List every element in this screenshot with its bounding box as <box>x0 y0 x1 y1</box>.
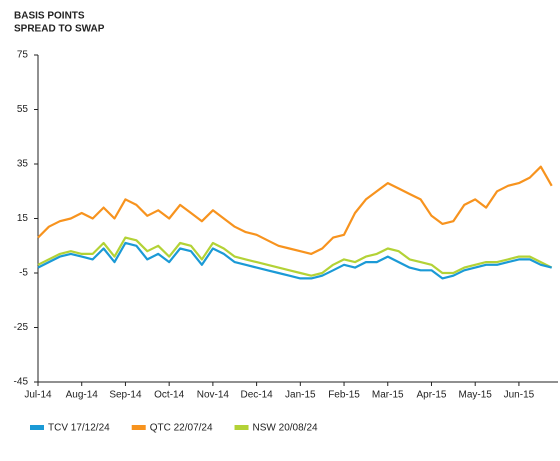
series-line <box>37 236 553 277</box>
x-tick-label: Mar-15 <box>372 390 404 401</box>
legend-swatch <box>131 425 146 430</box>
x-tick-label: Apr-15 <box>416 390 446 401</box>
y-tick-label: -45 <box>14 377 29 388</box>
x-tick-label: May-15 <box>459 390 493 401</box>
legend-label: QTC 22/07/24 <box>150 423 213 434</box>
x-tick-label: Sep-14 <box>109 390 142 401</box>
chart-subtitle: SPREAD TO SWAP <box>14 24 105 35</box>
y-tick-label: -25 <box>14 322 29 333</box>
y-tick-label: 55 <box>17 104 29 115</box>
x-tick-label: Jan-15 <box>285 390 316 401</box>
x-tick-label: Dec-14 <box>240 390 273 401</box>
x-tick-label: Aug-14 <box>66 390 99 401</box>
series-line <box>37 165 553 255</box>
x-tick-label: Feb-15 <box>328 390 360 401</box>
x-tick-label: Nov-14 <box>197 390 230 401</box>
x-tick-label: Jun-15 <box>504 390 535 401</box>
y-tick-label: 75 <box>17 50 29 61</box>
x-tick-label: Jul-14 <box>24 390 52 401</box>
y-tick-label: -5 <box>19 268 28 279</box>
legend-swatch <box>234 425 249 430</box>
chart-title: BASIS POINTS <box>14 11 85 22</box>
legend-label: TCV 17/12/24 <box>48 423 110 434</box>
y-tick-label: 35 <box>17 159 29 170</box>
y-tick-label: 15 <box>17 213 29 224</box>
series-line <box>37 241 552 280</box>
legend-label: NSW 20/08/24 <box>253 423 318 434</box>
x-tick-label: Oct-14 <box>154 390 184 401</box>
legend-swatch <box>30 425 44 430</box>
